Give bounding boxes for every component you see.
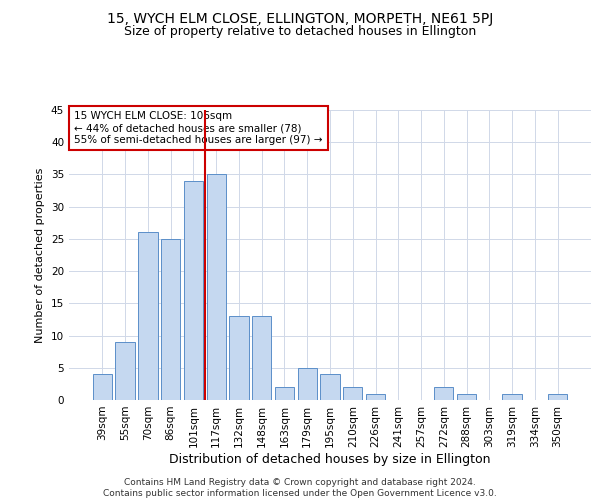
Bar xyxy=(229,316,248,400)
Text: Contains HM Land Registry data © Crown copyright and database right 2024.
Contai: Contains HM Land Registry data © Crown c… xyxy=(103,478,497,498)
Text: 15 WYCH ELM CLOSE: 106sqm
← 44% of detached houses are smaller (78)
55% of semi-: 15 WYCH ELM CLOSE: 106sqm ← 44% of detac… xyxy=(74,112,323,144)
Bar xyxy=(252,316,271,400)
Text: Size of property relative to detached houses in Ellington: Size of property relative to detached ho… xyxy=(124,25,476,38)
Bar xyxy=(548,394,567,400)
Bar xyxy=(298,368,317,400)
Bar xyxy=(93,374,112,400)
Bar xyxy=(115,342,135,400)
Bar xyxy=(434,387,454,400)
X-axis label: Distribution of detached houses by size in Ellington: Distribution of detached houses by size … xyxy=(169,452,491,466)
Y-axis label: Number of detached properties: Number of detached properties xyxy=(35,168,46,342)
Text: 15, WYCH ELM CLOSE, ELLINGTON, MORPETH, NE61 5PJ: 15, WYCH ELM CLOSE, ELLINGTON, MORPETH, … xyxy=(107,12,493,26)
Bar xyxy=(184,181,203,400)
Bar xyxy=(343,387,362,400)
Bar xyxy=(161,239,181,400)
Bar xyxy=(366,394,385,400)
Bar xyxy=(138,232,158,400)
Bar xyxy=(320,374,340,400)
Bar xyxy=(275,387,294,400)
Bar xyxy=(457,394,476,400)
Bar xyxy=(502,394,522,400)
Bar xyxy=(206,174,226,400)
